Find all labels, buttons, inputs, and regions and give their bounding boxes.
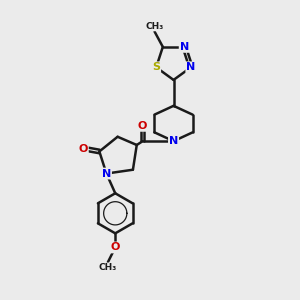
Text: CH₃: CH₃	[146, 22, 164, 31]
Text: S: S	[152, 62, 160, 72]
Text: O: O	[79, 143, 88, 154]
Text: N: N	[169, 136, 178, 146]
Text: CH₃: CH₃	[99, 263, 117, 272]
Text: O: O	[111, 242, 120, 253]
Text: N: N	[180, 42, 189, 52]
Text: N: N	[186, 62, 196, 72]
Text: N: N	[102, 169, 111, 178]
Text: O: O	[138, 121, 147, 131]
